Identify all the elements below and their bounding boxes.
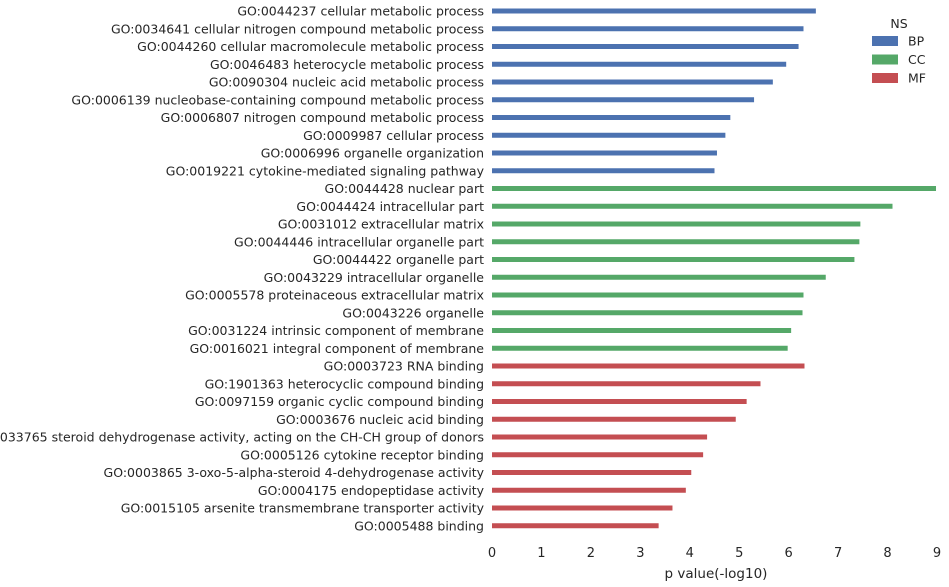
bar-bp-6: [492, 115, 731, 120]
bar-mf-20: [492, 363, 805, 369]
category-label: GO:0044237 cellular metabolic process: [237, 4, 484, 19]
category-label: GO:0006807 nitrogen compound metabolic p…: [161, 110, 484, 125]
bar-cc-11: [492, 203, 893, 209]
bar-cc-15: [492, 274, 826, 280]
category-label: GO:0003676 nucleic acid binding: [276, 412, 484, 427]
category-label: GO:0031012 extracellular matrix: [278, 217, 484, 232]
bar-bp-4: [492, 79, 773, 85]
bar-cc-19: [492, 345, 788, 351]
bar-bp-0: [492, 8, 816, 14]
x-tick-label: 4: [686, 546, 694, 561]
x-axis-label: p value(-log10): [665, 566, 768, 582]
category-label: GO:0004175 endopeptidase activity: [258, 483, 485, 498]
category-label: GO:0031224 intrinsic component of membra…: [188, 323, 484, 338]
category-label: GO:0003865 3-oxo-5-alpha-steroid 4-dehyd…: [104, 465, 485, 480]
category-label: GO:0097159 organic cyclic compound bindi…: [195, 394, 484, 409]
legend-swatch-bp: [872, 36, 898, 46]
category-label: GO:0006996 organelle organization: [261, 146, 484, 161]
legend-entries: BP CC MF: [872, 34, 926, 86]
legend-swatch-cc: [872, 54, 898, 65]
bar-bp-2: [492, 44, 799, 49]
bar-mf-23: [492, 416, 736, 422]
category-label: GO:0016021 integral component of membran…: [190, 341, 485, 356]
bar-cc-17: [492, 310, 803, 316]
category-label: GO:0044428 nuclear part: [325, 181, 485, 196]
bar-bp-8: [492, 150, 717, 156]
legend-label-mf: MF: [908, 71, 926, 86]
category-label: GO:0044260 cellular macromolecule metabo…: [137, 39, 484, 54]
category-label: GO:0015105 arsenite transmembrane transp…: [121, 501, 485, 516]
bar-bp-1: [492, 26, 804, 32]
category-label: GO:1901363 heterocyclic compound binding: [205, 376, 484, 391]
x-tick-label: 6: [785, 546, 793, 561]
x-tick-label: 2: [587, 546, 595, 561]
category-label: GO:0009987 cellular process: [303, 128, 484, 143]
category-label: GO:0044446 intracellular organelle part: [234, 234, 484, 249]
bar-bp-3: [492, 61, 787, 67]
bar-mf-25: [492, 452, 704, 458]
bar-mf-27: [492, 487, 686, 493]
x-tick-label: 3: [636, 546, 644, 561]
x-axis-ticks: 0 1 2 3 4 5 6 7 8 9: [488, 546, 941, 561]
legend-label-cc: CC: [908, 52, 926, 67]
bar-mf-28: [492, 505, 673, 511]
category-label: GO:0005578 proteinaceous extracellular m…: [185, 288, 484, 303]
x-tick-label: 5: [735, 546, 743, 561]
category-label: GO:0090304 nucleic acid metabolic proces…: [209, 75, 484, 90]
category-label: GO:0005126 cytokine receptor binding: [240, 447, 484, 462]
category-label: GO:0034641 cellular nitrogen compound me…: [111, 21, 484, 36]
bar-bp-7: [492, 132, 726, 138]
bar-bp-9: [492, 168, 715, 174]
bars-layer: [492, 8, 937, 529]
category-label: GO:0033765 steroid dehydrogenase activit…: [0, 430, 484, 445]
category-label: GO:0003723 RNA binding: [324, 359, 484, 374]
x-tick-label: 0: [488, 546, 496, 561]
x-tick-label: 1: [537, 546, 545, 561]
x-tick-label: 9: [933, 546, 941, 561]
legend-label-bp: BP: [908, 34, 925, 49]
bar-mf-24: [492, 434, 708, 440]
bar-mf-29: [492, 523, 659, 529]
bar-cc-16: [492, 292, 804, 298]
bar-cc-12: [492, 221, 861, 227]
category-label: GO:0043229 intracellular organelle: [264, 270, 485, 285]
category-label: GO:0044422 organelle part: [313, 252, 484, 267]
category-label: GO:0006139 nucleobase-containing compoun…: [71, 92, 484, 107]
category-labels: GO:0044237 cellular metabolic process GO:…: [0, 4, 485, 534]
category-label: GO:0046483 heterocycle metabolic process: [210, 57, 484, 72]
bar-bp-5: [492, 97, 755, 103]
category-label: GO:0043226 organelle: [342, 305, 484, 320]
x-tick-label: 7: [834, 546, 842, 561]
category-label: GO:0044424 intracellular part: [296, 199, 484, 214]
category-label: GO:0019221 cytokine-mediated signaling p…: [166, 163, 485, 178]
bar-cc-13: [492, 239, 860, 245]
bar-mf-21: [492, 381, 761, 387]
category-label: GO:0005488 binding: [354, 518, 484, 533]
legend-title: NS: [890, 16, 907, 31]
bar-cc-14: [492, 257, 855, 262]
bar-cc-10: [492, 186, 937, 191]
legend: NS BP CC MF: [872, 16, 926, 86]
bar-mf-26: [492, 470, 692, 475]
bar-mf-22: [492, 399, 747, 404]
bar-cc-18: [492, 328, 792, 333]
x-tick-label: 8: [883, 546, 891, 561]
legend-swatch-mf: [872, 73, 898, 83]
